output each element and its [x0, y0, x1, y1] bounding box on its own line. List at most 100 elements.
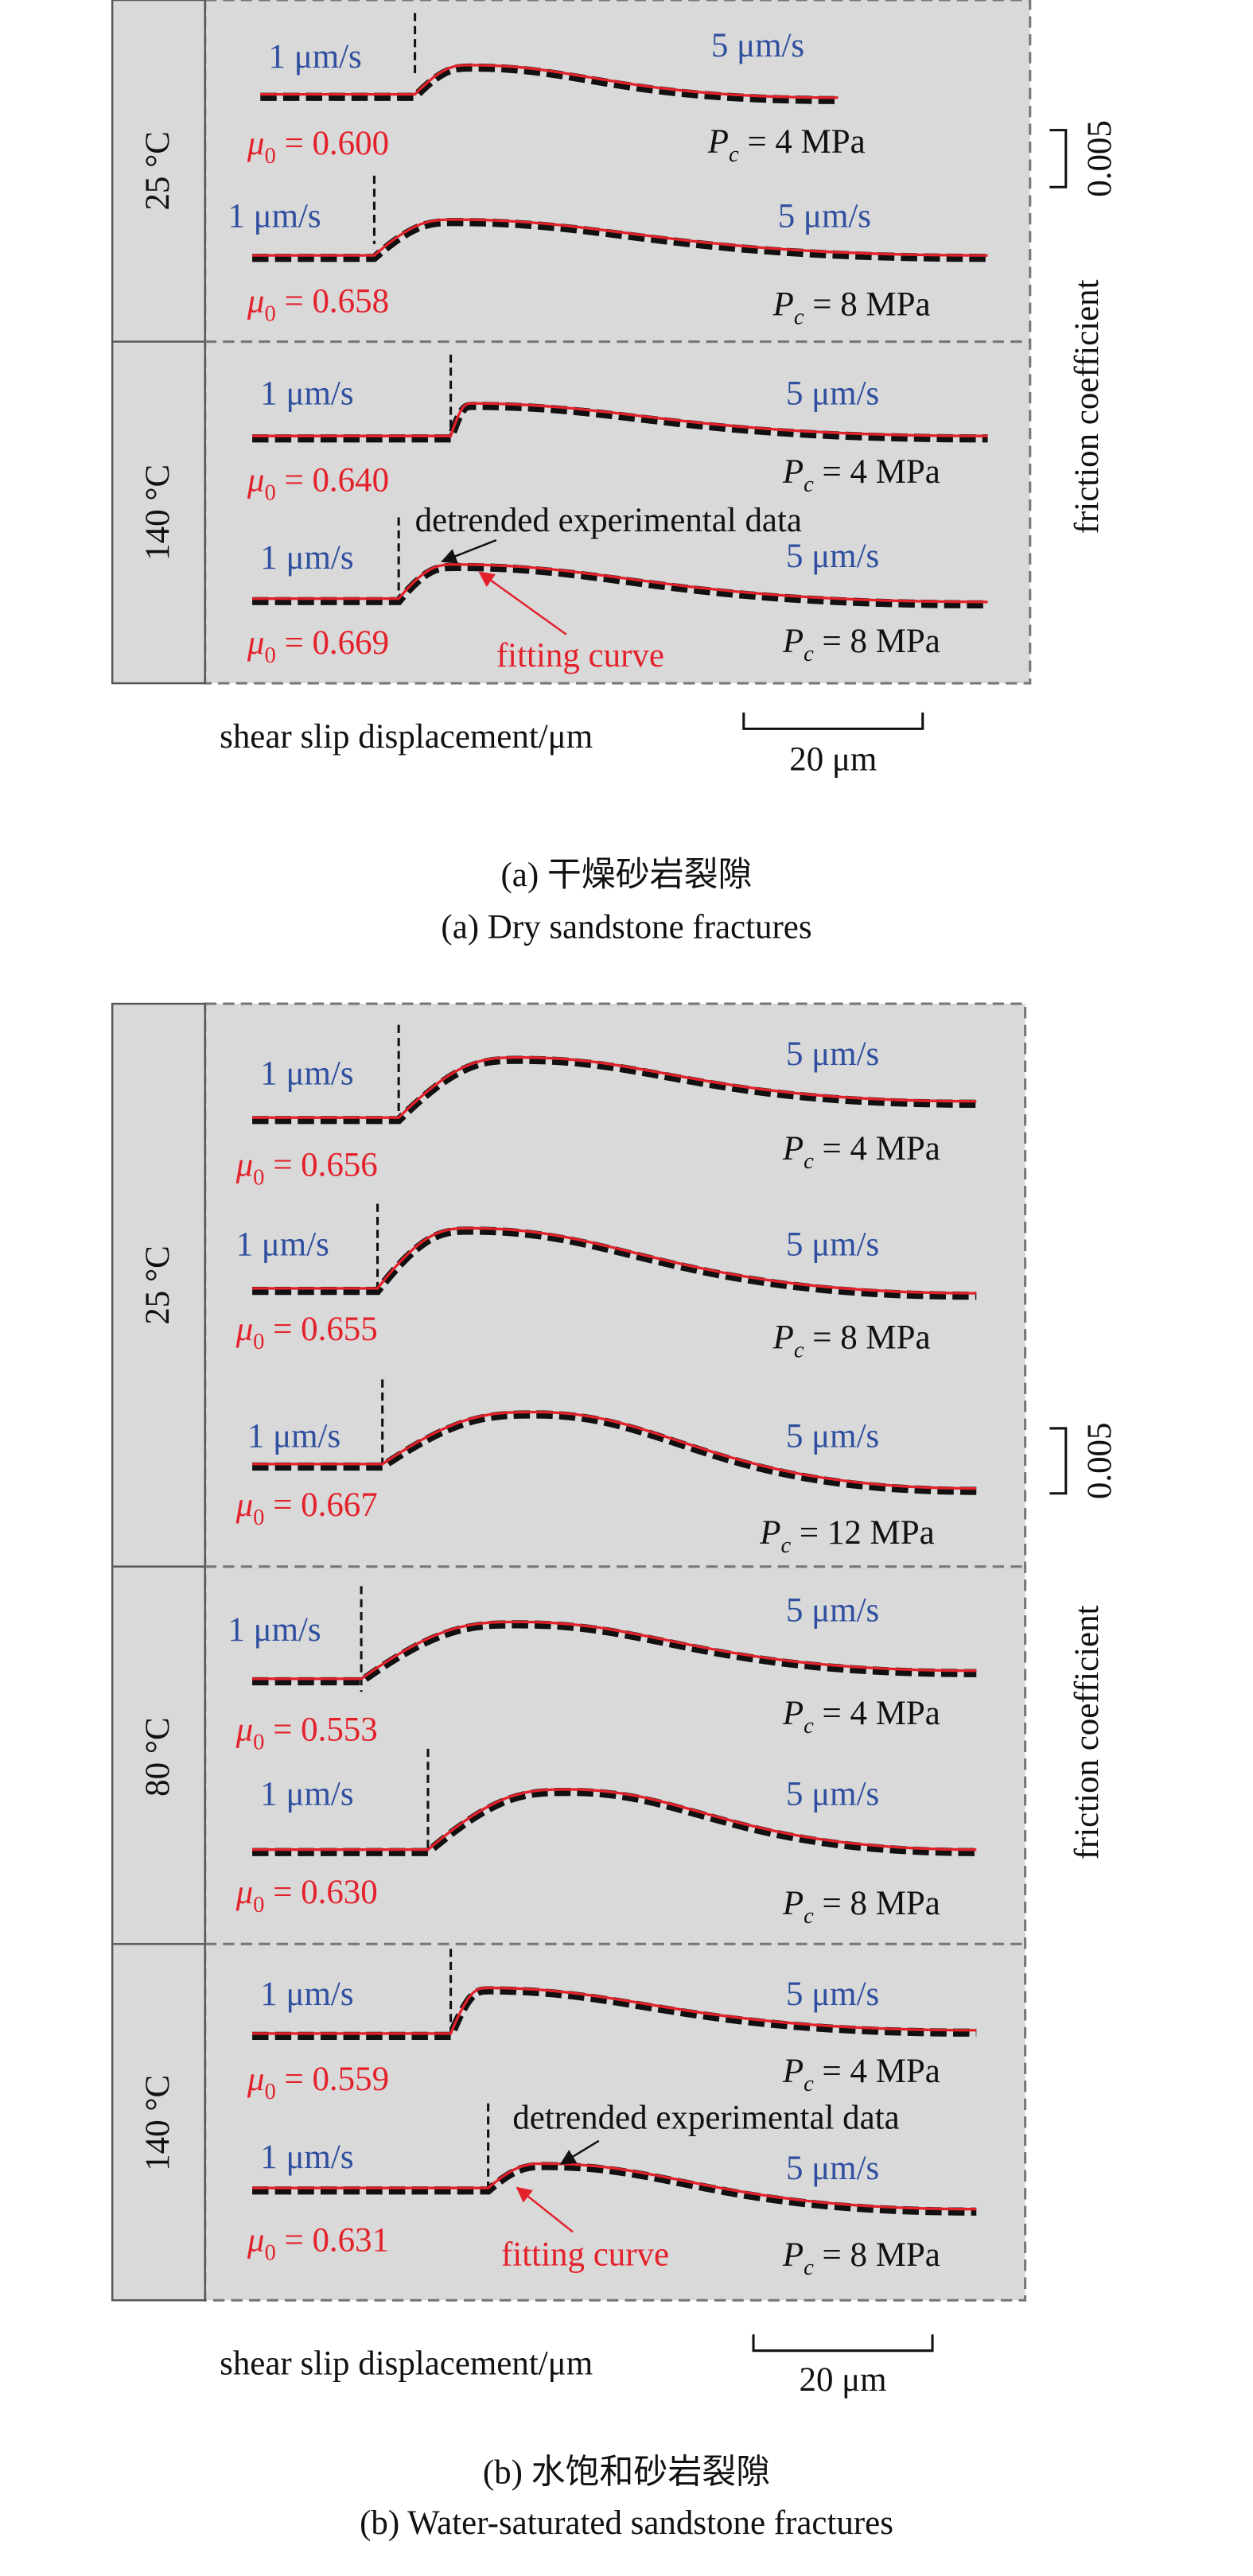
y-scale-label: 0.005 [1081, 1423, 1119, 1500]
experimental-data [252, 1986, 977, 2041]
fitting-curve [252, 1226, 977, 1295]
mu-label: μ0 = 0.553 [235, 1711, 378, 1755]
rate-label: 1 μm/s [260, 2139, 353, 2176]
mu-label-value: = 0.630 [264, 1873, 377, 1910]
pc-label-symbol: P [782, 2052, 804, 2089]
experimental-data [252, 1787, 977, 1856]
pc-label-sub: c [794, 305, 804, 330]
rate-label: 5 μm/s [786, 1976, 879, 2013]
temperature-label: 25 °C [139, 1245, 177, 1324]
mu-label-sub: 0 [264, 2240, 275, 2266]
y-scale-bracket [1049, 129, 1068, 188]
caption-cn: (a) 干燥砂岩裂隙 [500, 857, 752, 894]
pc-label-value: = 8 MPa [814, 1885, 940, 1922]
caption-cn: (b) 水饱和砂岩裂隙 [483, 2454, 770, 2492]
fitting-curve [252, 218, 988, 257]
mu-label-symbol: μ [247, 2061, 265, 2098]
pc-label-symbol: P [782, 1694, 804, 1731]
pc-label: Pc = 8 MPa [782, 622, 940, 666]
mu-label-value: = 0.655 [264, 1311, 377, 1348]
pc-label: Pc = 8 MPa [782, 1885, 940, 1929]
pc-label-symbol: P [782, 1130, 804, 1168]
mu-label-value: = 0.600 [276, 125, 389, 162]
pc-label-symbol: P [759, 1513, 780, 1551]
mu-label-symbol: μ [235, 1146, 254, 1183]
pc-label-sub: c [804, 1903, 814, 1929]
mu-label-symbol: μ [247, 2221, 265, 2259]
rate-label: 1 μm/s [247, 1418, 340, 1455]
mu-label-sub: 0 [264, 480, 275, 505]
experimental-data [252, 2162, 977, 2216]
rate-label: 1 μm/s [228, 198, 321, 235]
pc-label-sub: c [729, 142, 739, 167]
mu-label-value: = 0.658 [276, 282, 389, 320]
x-axis-label: shear slip displacement/μm [220, 2345, 593, 2383]
rate-label: 1 μm/s [260, 1976, 353, 2013]
x-scale-label: 20 μm [789, 741, 877, 779]
temperature-label: 25 °C [139, 131, 177, 210]
rate-label: 5 μm/s [786, 1776, 879, 1813]
mu-label-symbol: μ [247, 624, 265, 661]
mu-label-symbol: μ [247, 125, 265, 162]
pc-label-value: = 8 MPa [804, 1319, 931, 1356]
pc-label-symbol: P [707, 122, 729, 160]
caption-en: (a) Dry sandstone fractures [441, 908, 811, 946]
pc-label-value: = 8 MPa [814, 2236, 940, 2274]
annotation-data: detrended experimental data [415, 502, 802, 539]
pc-label-symbol: P [772, 286, 794, 323]
mu-label-symbol: μ [235, 1311, 254, 1348]
rate-label: 1 μm/s [260, 375, 353, 413]
fitting-curve [252, 1788, 977, 1851]
y-axis-label: friction coefficient [1068, 1605, 1106, 1859]
experimental-data [252, 402, 988, 443]
mu-label-symbol: μ [235, 1486, 254, 1524]
mu-label-sub: 0 [264, 143, 275, 169]
experimental-data [252, 562, 988, 609]
pc-label-value: = 8 MPa [804, 286, 931, 323]
y-axis-label: friction coefficient [1068, 279, 1106, 534]
rate-label: 5 μm/s [786, 538, 879, 575]
pc-label-symbol: P [782, 2236, 804, 2274]
x-scale-label: 20 μm [799, 2361, 886, 2399]
pc-label: Pc = 4 MPa [782, 1694, 940, 1739]
mu-label-sub: 0 [253, 1505, 264, 1530]
fitting-curve [252, 1986, 977, 2035]
rate-label: 5 μm/s [786, 1418, 879, 1455]
rate-label: 5 μm/s [786, 1226, 879, 1263]
fitting-curve [252, 1620, 977, 1680]
mu-label: μ0 = 0.667 [235, 1486, 378, 1531]
annotation-arrow [559, 2139, 600, 2165]
pc-label-symbol: P [772, 1319, 794, 1356]
rate-label: 5 μm/s [778, 198, 871, 235]
experimental-data [252, 1620, 977, 1686]
fitting-curve [252, 1055, 977, 1119]
annotation-arrow [478, 571, 567, 635]
mu-label-symbol: μ [247, 282, 265, 320]
y-scale-bracket [1049, 1427, 1068, 1495]
mu-label-value: = 0.640 [276, 461, 389, 499]
mu-label-sub: 0 [253, 1892, 264, 1917]
mu-label-sub: 0 [264, 643, 275, 668]
experimental-data [252, 1410, 977, 1495]
rate-label: 1 μm/s [269, 38, 362, 76]
mu-label: μ0 = 0.631 [247, 2221, 389, 2266]
rate-label: 1 μm/s [260, 1055, 353, 1093]
fitting-curve [260, 64, 839, 99]
fitting-curve [252, 563, 988, 604]
pc-label: Pc = 8 MPa [772, 1319, 931, 1363]
x-scale-bar [752, 2334, 934, 2353]
mu-label: μ0 = 0.559 [247, 2061, 389, 2105]
pc-label-sub: c [804, 2255, 814, 2280]
mu-label: μ0 = 0.658 [247, 282, 389, 327]
pc-label: Pc = 4 MPa [782, 2052, 940, 2096]
pc-label: Pc = 4 MPa [782, 453, 940, 498]
mu-label: μ0 = 0.640 [247, 461, 389, 505]
rate-label: 5 μm/s [711, 27, 804, 64]
pc-label: Pc = 8 MPa [772, 286, 931, 330]
mu-label-sub: 0 [253, 1729, 264, 1754]
mu-label: μ0 = 0.655 [235, 1311, 378, 1355]
rate-label: 5 μm/s [786, 1035, 879, 1073]
pc-label-value: = 12 MPa [791, 1513, 934, 1551]
fitting-curve [252, 2162, 977, 2211]
